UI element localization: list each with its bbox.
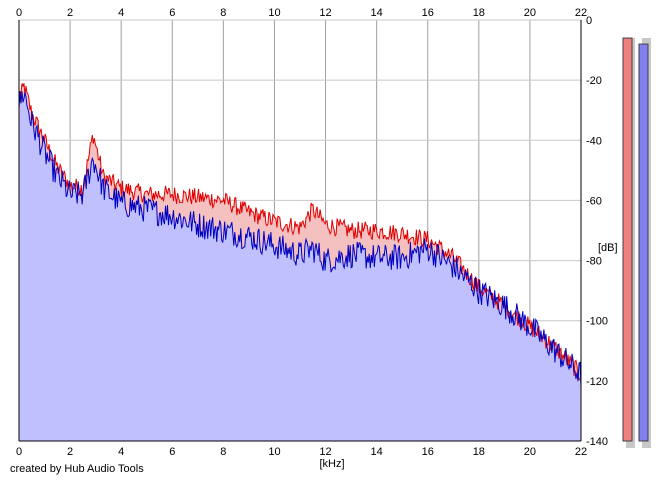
- x-tick-label-top: 16: [422, 7, 434, 19]
- series-line-1: [18, 91, 582, 387]
- y-tick-label: -120: [586, 376, 608, 388]
- x-tick-label-top: 14: [371, 7, 383, 19]
- level-meters: [622, 37, 651, 448]
- footer-credit: created by Hub Audio Tools: [10, 463, 144, 475]
- x-tick-label-bottom: 16: [422, 446, 434, 458]
- level-meter-left: [622, 37, 633, 442]
- y-tick-label: -100: [586, 316, 608, 328]
- level-meter-right: [638, 43, 649, 442]
- x-axis-label: [kHz]: [319, 458, 344, 470]
- x-tick-label-bottom: 8: [220, 446, 226, 458]
- x-tick-label-bottom: 18: [473, 446, 485, 458]
- x-tick-label-top: 20: [524, 7, 536, 19]
- y-tick-label: 0: [586, 15, 592, 27]
- y-tick-label: -40: [586, 135, 602, 147]
- y-axis-label: [dB]: [598, 242, 618, 254]
- x-tick-label-bottom: 22: [575, 446, 587, 458]
- y-tick-label: -20: [586, 75, 602, 87]
- series-layer: [18, 83, 582, 442]
- y-tick-label: -80: [586, 256, 602, 268]
- x-tick-label-bottom: 10: [268, 446, 280, 458]
- x-tick-label-top: 0: [16, 7, 22, 19]
- x-tick-label-top: 8: [220, 7, 226, 19]
- x-tick-label-top: 2: [67, 7, 73, 19]
- x-tick-label-top: 4: [118, 7, 124, 19]
- x-tick-label-top: 10: [268, 7, 280, 19]
- x-tick-label-bottom: 14: [371, 446, 383, 458]
- x-tick-label-bottom: 2: [67, 446, 73, 458]
- y-tick-labels: 0 -20 -40 -60 -80 -100 -120 -140: [586, 15, 608, 448]
- series-line-0: [18, 83, 582, 381]
- x-tick-label-top: 22: [575, 7, 587, 19]
- axes: [18, 20, 582, 442]
- x-tick-label-top: 6: [169, 7, 175, 19]
- x-tick-label-bottom: 0: [16, 446, 22, 458]
- x-tick-label-top: 18: [473, 7, 485, 19]
- x-tick-label-bottom: 4: [118, 446, 124, 458]
- y-tick-label: -140: [586, 436, 608, 448]
- x-tick-label-top: 12: [319, 7, 331, 19]
- x-tick-label-bottom: 6: [169, 446, 175, 458]
- x-tick-label-bottom: 20: [524, 446, 536, 458]
- x-tick-label-bottom: 12: [319, 446, 331, 458]
- y-tick-label: -60: [586, 195, 602, 207]
- series-fill-1: [19, 91, 581, 441]
